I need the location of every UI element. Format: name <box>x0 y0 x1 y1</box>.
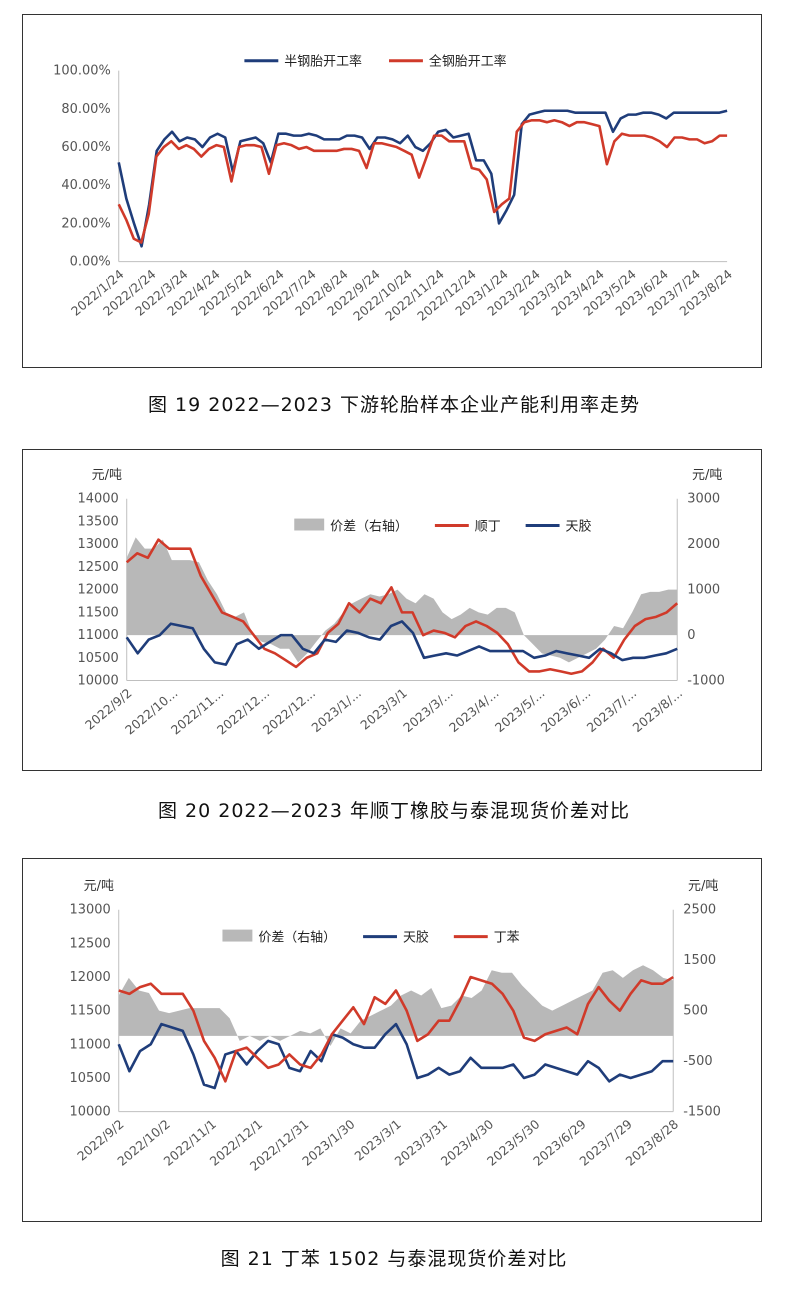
figure-caption-19: 图 19 2022—2023 下游轮胎样本企业产能利用率走势 <box>147 394 640 416</box>
y2-tick-label: -1500 <box>683 1105 721 1120</box>
right-unit-label: 元/吨 <box>692 468 722 483</box>
x-tick-label: 2023/7/... <box>584 685 640 735</box>
y-tick-label: 10000 <box>78 674 119 689</box>
y-tick-label: 80.00% <box>61 102 110 117</box>
y2-tick-label: 2500 <box>683 903 716 918</box>
y2-tick-label: -1000 <box>687 674 725 689</box>
sbr-vs-natural-rubber-chart: 10000 10500 11000 11500 12000 12500 13000 -1500… <box>70 879 721 1174</box>
y-tick-label: 13500 <box>78 514 119 529</box>
y-tick-label: 11000 <box>70 1037 111 1052</box>
y2-tick-label: 2000 <box>687 537 720 552</box>
chart-panel-3: 10000 10500 11000 11500 12000 12500 13000 -1500… <box>22 858 762 1222</box>
figure-caption-20: 图 20 2022—2023 年顺丁橡胶与泰混现货价差对比 <box>157 800 630 822</box>
legend-label-2: 天胶 <box>566 519 592 535</box>
y-tick-label: 10000 <box>70 1105 111 1120</box>
series-line-2 <box>118 975 674 1083</box>
figure-caption-21: 图 21 丁苯 1502 与泰混现货价差对比 <box>220 1248 568 1270</box>
y-tick-label: 12000 <box>70 970 111 985</box>
series-line-0 <box>117 109 728 248</box>
y2-tick-label: 0 <box>687 628 695 643</box>
y-tick-label: 10500 <box>70 1071 111 1086</box>
left-unit-label: 元/吨 <box>84 879 114 894</box>
y2-tick-label: 3000 <box>687 492 720 507</box>
x-tick-label: 2023/5/... <box>492 685 548 735</box>
y-tick-label: 11000 <box>78 628 119 643</box>
y-tick-label: 10500 <box>78 651 119 666</box>
y-tick-label: 11500 <box>78 605 119 620</box>
series-line-1 <box>125 538 679 675</box>
y-tick-label: 40.00% <box>61 178 110 193</box>
y-tick-label: 12500 <box>70 936 111 951</box>
y-tick-label: 60.00% <box>61 140 110 155</box>
spread-area-series <box>126 537 678 663</box>
legend-label-0: 价差（右轴） <box>330 520 408 535</box>
chart-panel-2: 10000 10500 11000 11500 12000 12500 13000 13500… <box>22 449 762 771</box>
y2-tick-label: -500 <box>683 1054 712 1069</box>
legend-label-1: 全钢胎开工率 <box>429 54 507 70</box>
y2-tick-label: 1500 <box>683 953 716 968</box>
legend-label-2: 丁苯 <box>494 931 520 946</box>
y2-tick-label: 1000 <box>687 583 720 598</box>
right-unit-label: 元/吨 <box>688 879 718 894</box>
tire-utilization-chart: 0.00%20.00%40.00%60.00%80.00%100.00%2022… <box>53 54 735 324</box>
y-tick-label: 11500 <box>70 1004 111 1019</box>
legend-swatch-area <box>294 518 325 531</box>
x-tick-label: 2023/4/... <box>446 685 502 735</box>
br-vs-natural-rubber-chart: 1000010500110001150012000125001300013500… <box>78 468 725 738</box>
series-line-1 <box>117 119 728 244</box>
y-tick-label: 20.00% <box>61 216 110 231</box>
x-tick-label: 2023/8/... <box>630 685 686 735</box>
left-unit-label: 元/吨 <box>92 468 122 483</box>
spread-area-series <box>118 965 674 1046</box>
y-tick-label: 0.00% <box>70 255 111 270</box>
legend-label-0: 半钢胎开工率 <box>284 54 362 70</box>
x-tick-label: 2023/3/... <box>400 685 456 735</box>
chart-panel-1: 0.00% 20.00% 40.00% 60.00% 80.00% 100.00% 2022… <box>22 14 762 368</box>
y-tick-label: 100.00% <box>53 64 111 79</box>
x-tick-label: 2023/1/... <box>308 685 364 735</box>
legend-swatch-area <box>222 929 253 942</box>
y-tick-label: 12000 <box>78 583 119 598</box>
y-tick-label: 13000 <box>78 537 119 552</box>
y2-tick-label: 500 <box>683 1004 708 1019</box>
series-line-1 <box>117 1022 674 1090</box>
legend-label-1: 天胶 <box>403 930 429 946</box>
x-tick-label: 2023/6/... <box>538 685 594 735</box>
legend-label-0: 价差（右轴） <box>258 931 336 946</box>
legend-label-1: 顺丁 <box>475 520 501 535</box>
y-tick-label: 14000 <box>78 492 119 507</box>
y-tick-label: 12500 <box>78 560 119 575</box>
series-line-2 <box>125 620 678 666</box>
y-tick-label: 13000 <box>70 903 111 918</box>
